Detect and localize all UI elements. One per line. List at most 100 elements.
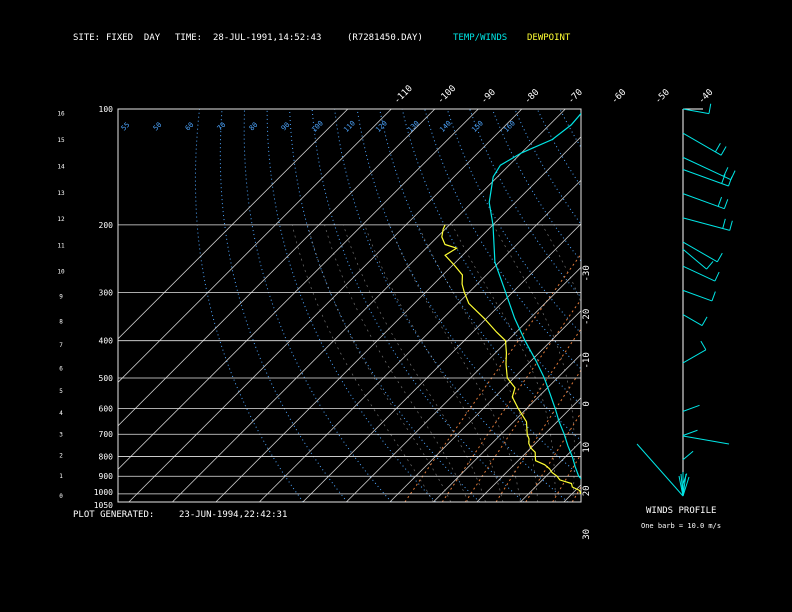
dry-adiabat-label: 80 — [248, 121, 260, 133]
wind-barb-shaft — [682, 108, 710, 115]
isotherm-line — [302, 223, 581, 502]
height-tick-label: 12 — [57, 216, 65, 223]
moist-adiabats — [291, 224, 661, 502]
temp-top-label: -40 — [697, 88, 716, 107]
pressure-tick-label: 600 — [99, 404, 114, 413]
dry-adiabat-label: 120 — [374, 119, 389, 134]
dry-adiabat-label: 160 — [502, 119, 517, 134]
wind-barb-flag — [720, 146, 727, 156]
dry-adiabats — [194, 109, 792, 502]
temp-top-label: -110 — [392, 84, 414, 106]
isotherm-line — [118, 109, 436, 427]
pressure-tick-label: 900 — [99, 472, 114, 481]
dry-adiabat-label: 110 — [342, 119, 357, 134]
temp-right-label: 20 — [582, 485, 592, 496]
mixing-ratio-line — [588, 225, 755, 502]
temp-top-label: -50 — [653, 88, 672, 107]
dry-adiabat-line — [536, 109, 581, 188]
temp-right-label: -30 — [582, 265, 592, 281]
dry-adiabat-label: 140 — [438, 119, 453, 134]
pressure-tick-label: 1000 — [94, 488, 113, 497]
temp-top-label: -60 — [610, 88, 629, 107]
pressure-tick-label: 700 — [99, 430, 114, 439]
isotherm-line — [433, 353, 581, 502]
moist-adiabat-line — [388, 224, 521, 502]
wind-barb-shaft — [682, 349, 707, 364]
site-value: FIXED DAY — [106, 33, 161, 43]
dry-adiabat-line — [356, 109, 581, 478]
dry-adiabat-line — [582, 109, 792, 502]
dry-adiabat-line — [491, 109, 581, 262]
height-tick-label: 1 — [59, 473, 63, 480]
pressure-tick-label: 1050 — [94, 501, 113, 510]
moist-adiabat-line — [417, 224, 539, 502]
isotherm-line — [389, 310, 581, 502]
wind-barb-flag — [716, 252, 723, 263]
dry-adiabat-label: 70 — [216, 121, 228, 133]
legend-temp-winds: TEMP/WINDS — [453, 33, 508, 43]
pressure-tick-label: 300 — [99, 289, 114, 298]
dry-adiabat-line — [334, 109, 569, 502]
dry-adiabat-line — [219, 109, 348, 502]
wind-vector-low — [636, 443, 684, 497]
temp-right-label: 0 — [582, 401, 592, 406]
height-tick-label: 7 — [59, 342, 63, 349]
wind-barb-shaft — [682, 193, 725, 210]
dry-adiabat-label: 130 — [406, 119, 421, 134]
wind-barb-shaft — [682, 241, 718, 263]
mixing-ratio-line — [612, 225, 775, 502]
temp-right-label: 10 — [582, 442, 592, 453]
height-tick-label: 4 — [59, 410, 63, 417]
isobar-lines — [118, 109, 581, 502]
wind-barb-flag — [708, 103, 712, 114]
winds-profile-title: WINDS PROFILE — [646, 506, 717, 516]
winds-profile — [636, 103, 736, 497]
mixing-ratio-line — [552, 453, 581, 502]
moist-adiabat-line — [625, 225, 661, 502]
dry-adiabat-line — [605, 109, 792, 502]
wind-barb-flag — [711, 291, 716, 302]
mixing-ratio-line — [622, 225, 783, 502]
moist-adiabat-line — [492, 224, 575, 502]
height-tick-label: 15 — [57, 137, 65, 144]
dry-adiabat-line — [379, 109, 581, 442]
height-tick-label: 6 — [59, 365, 63, 372]
moist-adiabat-line — [364, 224, 504, 502]
wind-barb-flag — [706, 261, 714, 270]
dry-adiabat-line — [194, 109, 304, 502]
wind-barb-shaft — [682, 248, 707, 270]
temp-right-label: 30 — [582, 529, 592, 540]
isotherm-line — [346, 266, 581, 502]
isotherm-line — [259, 179, 581, 502]
pressure-tick-label: 800 — [99, 453, 114, 462]
dry-adiabat-line — [559, 109, 581, 149]
moist-adiabat-line — [324, 224, 469, 502]
moist-adiabat-line — [451, 224, 556, 502]
temp-top-label: -100 — [436, 84, 458, 106]
isotherm-line — [215, 136, 581, 502]
height-tick-label: 9 — [59, 294, 63, 301]
moist-adiabat-line — [598, 225, 626, 502]
plot-generated-value: 23-JUN-1994,22:42:31 — [179, 510, 288, 520]
dry-adiabat-line — [266, 109, 436, 502]
height-tick-label: 0 — [59, 493, 63, 500]
site-label: SITE: — [73, 33, 101, 43]
dry-adiabat-label: 90 — [280, 121, 292, 133]
height-tick-label: 8 — [59, 318, 63, 325]
pressure-tick-label: 400 — [99, 337, 114, 346]
wind-barb-flag — [721, 173, 726, 184]
wind-barb-flag — [717, 196, 723, 207]
temperature-profile-line — [488, 112, 581, 480]
wind-barb-shaft — [682, 156, 732, 181]
dry-adiabat-label: 100 — [310, 119, 325, 134]
wind-barb-flag — [714, 271, 720, 282]
plot-frame — [117, 108, 582, 503]
height-tick-label: 14 — [57, 163, 65, 170]
dry-adiabat-label: 55 — [120, 121, 132, 133]
wind-barb-shaft — [682, 289, 713, 302]
wind-vector-mid — [682, 435, 730, 445]
wind-barb-flag — [722, 218, 726, 229]
frame-rect — [117, 108, 582, 503]
barb-scale-note: One barb = 10.0 m/s — [641, 522, 722, 530]
